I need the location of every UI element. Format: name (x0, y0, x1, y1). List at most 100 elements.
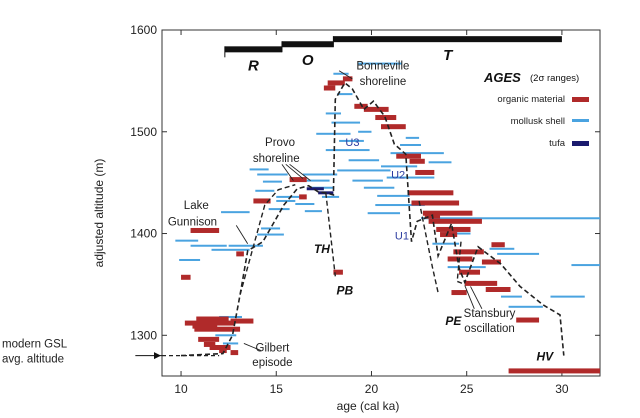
organic-age-bar (411, 200, 460, 206)
event-label: TH (314, 242, 330, 256)
mollusk-age-bar (367, 212, 401, 215)
event-label: HV (536, 350, 554, 364)
mollusk-age-bar (381, 165, 418, 168)
annotation-text: modern GSL (2, 338, 68, 350)
organic-age-bar (219, 348, 227, 354)
mollusk-age-bar (390, 152, 444, 155)
mollusk-age-bar (295, 203, 315, 206)
phase-label: O (302, 52, 314, 69)
x-tick-label: 20 (365, 382, 379, 396)
phase-label: T (443, 47, 454, 64)
organic-age-bar (459, 269, 481, 275)
event-label: PB (336, 284, 353, 298)
mollusk-age-bar (348, 159, 380, 162)
mollusk-age-bar (325, 112, 342, 115)
organic-age-bar (451, 290, 467, 296)
organic-age-bar (209, 345, 231, 351)
mollusk-age-bar (215, 334, 237, 337)
mollusk-age-bar (316, 132, 351, 135)
annotation-leader (281, 164, 294, 181)
mollusk-age-bar (447, 266, 486, 269)
mollusk-age-bar (497, 252, 540, 255)
organic-age-bar (289, 177, 307, 183)
legend-entry-label: organic material (497, 94, 565, 105)
hydrograph-line (180, 81, 565, 357)
organic-age-bar (407, 190, 454, 196)
mollusk-age-bar (489, 247, 515, 250)
tufa-age-bar (306, 187, 324, 191)
hydrograph-branch (456, 241, 466, 286)
organic-age-bar (299, 194, 307, 200)
annotation-leader (285, 163, 304, 179)
hydrograph-branch (239, 184, 296, 295)
organic-age-bar (481, 259, 501, 265)
mollusk-age-bar (255, 189, 275, 192)
organic-age-bar (230, 318, 254, 324)
mollusk-age-bar (337, 169, 391, 172)
x-axis-title: age (cal ka) (337, 399, 400, 413)
organic-age-bar (181, 274, 191, 280)
organic-age-bar (253, 198, 271, 204)
organic-age-bar (198, 336, 220, 342)
annotation-text: episode (252, 357, 292, 369)
unit-label: U2 (391, 170, 405, 182)
organic-age-bar (415, 169, 435, 175)
annotation-text: oscillation (464, 323, 515, 335)
mollusk-age-bar (331, 121, 361, 124)
mollusk-age-bar (325, 149, 370, 152)
mollusk-age-bar (211, 248, 250, 251)
annotation-leader (338, 70, 353, 80)
annotation-leader (464, 285, 475, 310)
mollusk-age-bar (333, 72, 349, 75)
phase-label: R (248, 57, 259, 74)
annotation-leader (470, 286, 483, 310)
legend-subtitle: (2σ ranges) (530, 73, 579, 84)
mollusk-age-bar (508, 305, 543, 308)
mollusk-age-bar (405, 136, 420, 139)
legend-swatch-2 (572, 141, 589, 146)
y-tick-label: 1400 (130, 227, 157, 241)
mollusk-age-bar (386, 176, 435, 179)
phase-bar-O (281, 41, 334, 48)
annotation-text: Gilbert (256, 343, 291, 355)
organic-age-bar (230, 350, 239, 356)
mollusk-age-bar (257, 173, 288, 176)
annotation-text: Bonneville (356, 61, 409, 73)
organic-age-bar (409, 158, 425, 164)
organic-age-bar (422, 210, 473, 216)
organic-age-bar (453, 249, 484, 255)
mollusk-age-bar (375, 204, 425, 207)
organic-age-bar (428, 218, 482, 224)
organic-age-bar (236, 251, 244, 257)
organic-age-bar (190, 227, 220, 233)
hydrograph-branch (325, 192, 336, 277)
mollusk-age-bar (377, 194, 410, 197)
mollusk-age-bar (432, 242, 460, 245)
annotation-labels: Bonneville shoreline Provo shoreline Lake Gun… (2, 61, 554, 369)
lake-level-hydrograph (135, 70, 565, 360)
mollusk-age-bar (262, 180, 282, 183)
organic-age-bar (491, 242, 505, 248)
annotation-text: Gunnison (168, 216, 217, 228)
legend-swatch-1 (572, 119, 589, 122)
mollusk-age-bar (190, 244, 227, 247)
annotation-text: Provo (265, 137, 295, 149)
mollusk-age-bar (304, 210, 322, 213)
axis-ticks: 10 15 20 25 30 1300 1400 1500 1600 (130, 23, 600, 396)
y-tick-label: 1600 (130, 23, 157, 37)
organic-age-bar (323, 85, 336, 91)
x-tick-label: 25 (460, 382, 474, 396)
y-axis-title: adjusted altitude (m) (92, 159, 106, 268)
annotation-leader (243, 343, 262, 351)
unit-label: U3 (345, 137, 359, 149)
organic-age-bar (354, 103, 368, 109)
phase-bar-R (224, 46, 282, 53)
annotation-text: shoreline (360, 76, 407, 88)
organic-age-bar (333, 269, 343, 275)
mollusk-age-bar (276, 199, 296, 202)
mollusk-age-bar (175, 239, 199, 242)
legend-title: AGES (483, 70, 521, 85)
organic-age-bar (464, 280, 498, 286)
organic-age-bar (196, 316, 229, 322)
